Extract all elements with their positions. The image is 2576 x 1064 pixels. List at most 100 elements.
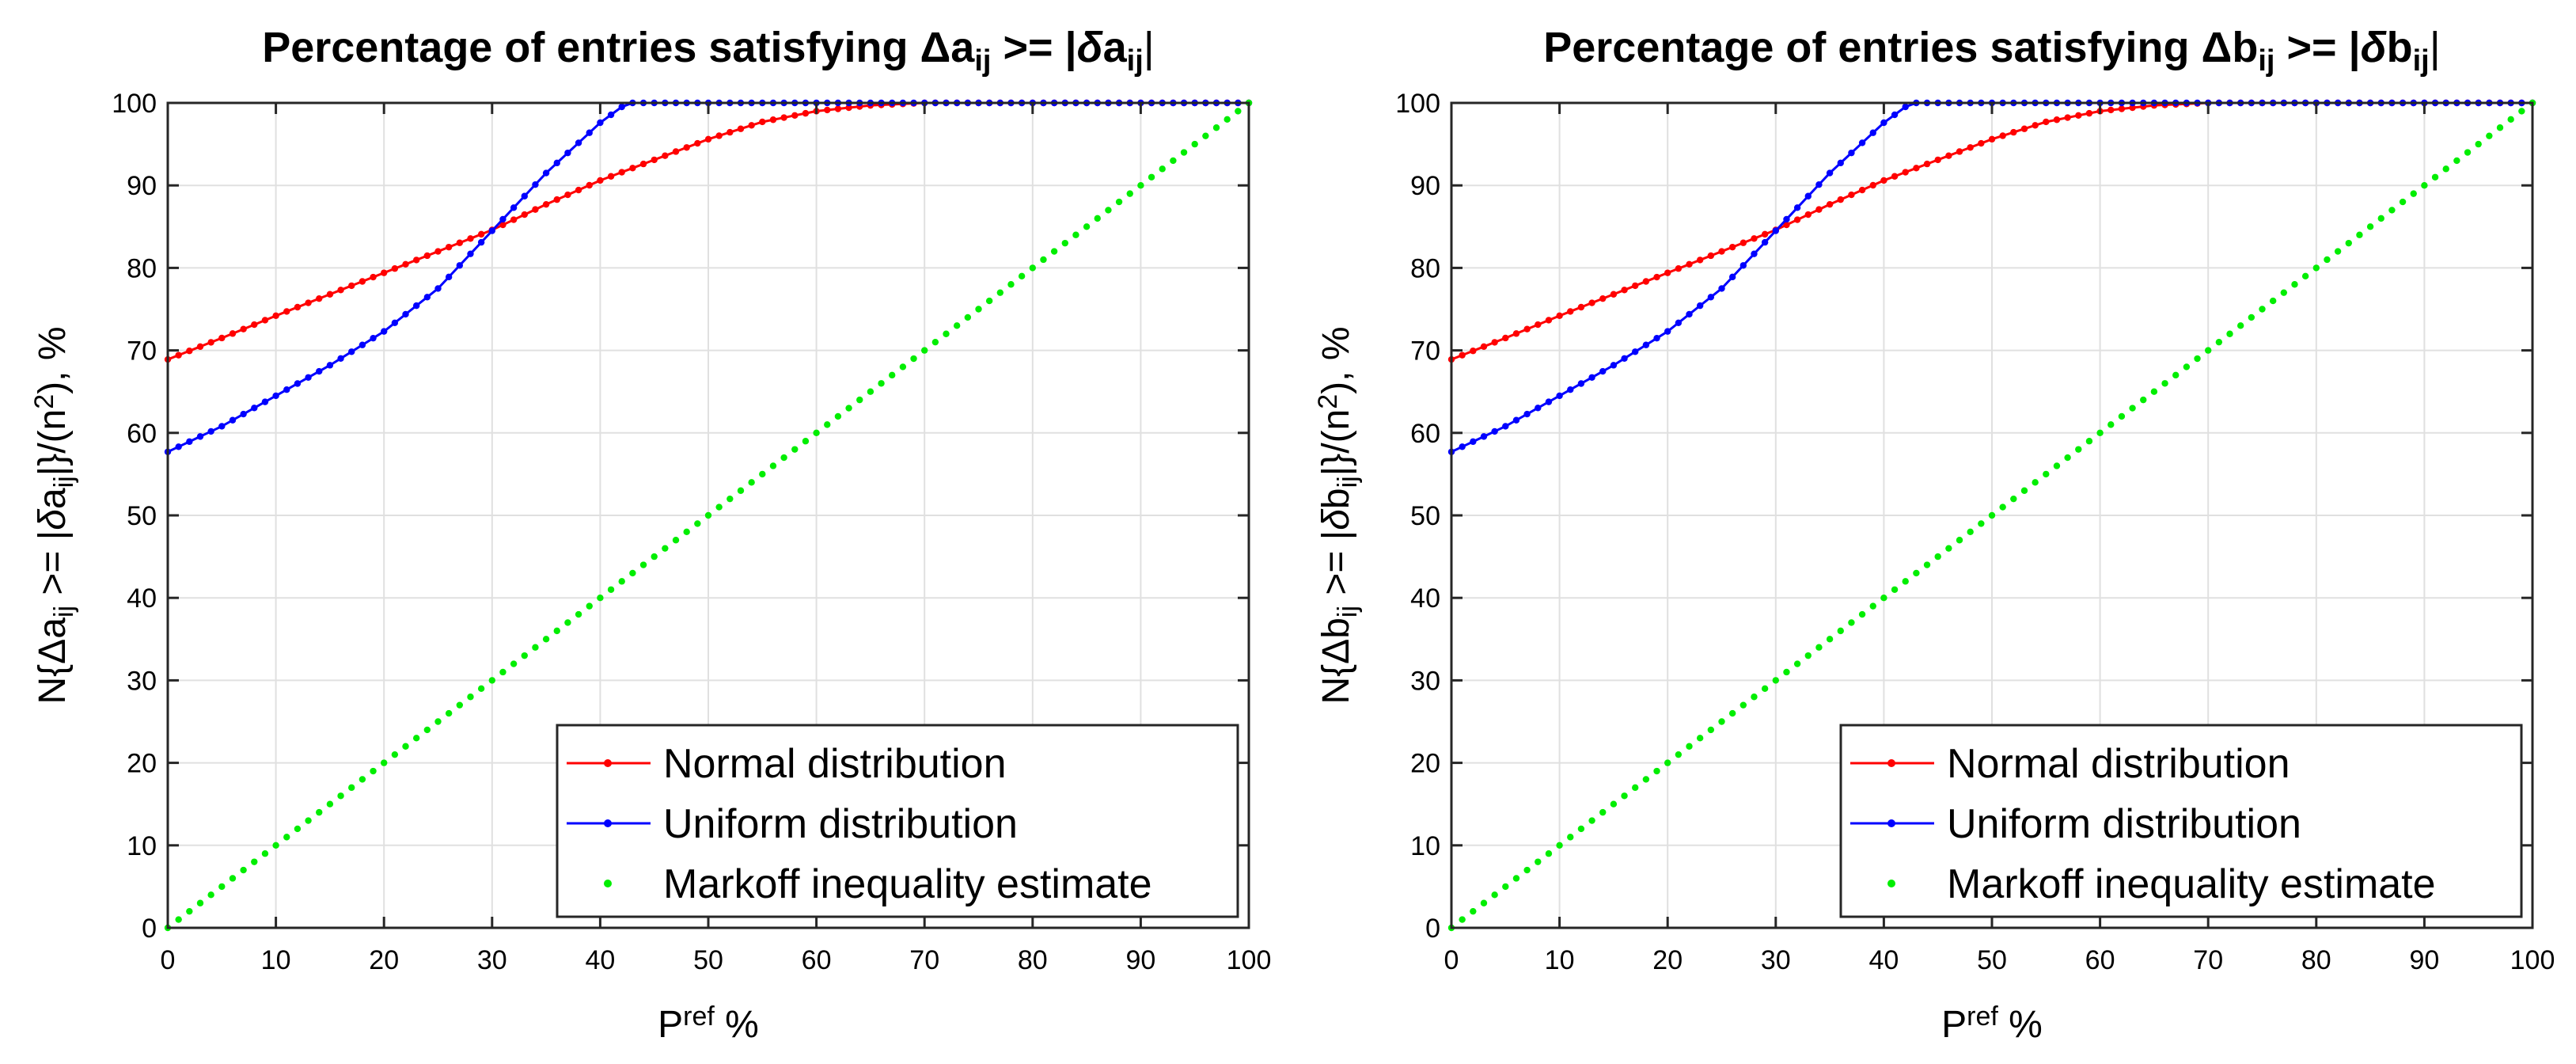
data-point: [2020, 487, 2028, 494]
data-point: [423, 726, 431, 734]
data-point: [1029, 264, 1037, 272]
data-point: [1556, 392, 1563, 400]
data-point: [229, 416, 237, 424]
legend-item-3: Markoff inequality estimate: [604, 861, 1152, 907]
data-point: [564, 191, 571, 199]
data-point: [1621, 792, 1628, 800]
data-point: [1459, 443, 1466, 450]
data-point: [1675, 265, 1683, 272]
data-point: [1502, 883, 1509, 891]
data-point: [316, 808, 323, 816]
data-point: [651, 553, 658, 560]
data-point: [2421, 182, 2428, 189]
data-point: [467, 235, 474, 242]
data-point: [251, 405, 258, 412]
data-point: [629, 569, 636, 577]
data-point: [683, 144, 690, 151]
data-point: [1621, 355, 1628, 363]
y-tick-label: 90: [127, 171, 157, 201]
data-point: [521, 192, 528, 200]
chart-panel-2: 0 10 20 30 40 50 60 70 80 90 100 0 10 20 30 40 50 60 70 80 9…: [1313, 24, 2555, 1046]
legend-item-2: Uniform distribution: [1850, 801, 2301, 847]
data-point: [2410, 190, 2417, 197]
data-point: [261, 317, 269, 324]
data-point: [229, 330, 237, 337]
data-point: [2043, 470, 2050, 478]
data-point: [1902, 578, 1909, 585]
data-point: [1577, 303, 1585, 311]
data-point: [1686, 260, 1693, 268]
data-point: [607, 586, 615, 593]
data-point: [618, 578, 625, 585]
y-tick-label: 0: [1425, 914, 1440, 944]
data-point: [1793, 660, 1801, 667]
data-point: [662, 545, 669, 552]
data-point: [780, 114, 787, 121]
y-tick-label: 100: [112, 89, 157, 119]
data-point: [402, 310, 409, 318]
x-tick-label: 80: [2301, 945, 2331, 975]
data-point: [2334, 248, 2342, 255]
data-point: [2388, 207, 2396, 214]
legend-item-2: Uniform distribution: [567, 801, 1018, 847]
legend-label: Uniform distribution: [663, 801, 1018, 847]
data-point: [1707, 252, 1715, 260]
data-point: [1696, 735, 1704, 742]
data-point: [553, 196, 560, 203]
data-point: [521, 652, 528, 659]
data-point: [2280, 289, 2288, 296]
data-point: [1653, 273, 1660, 281]
data-point: [1556, 842, 1563, 849]
series-markoff-inequality-estimate: [164, 99, 1253, 932]
data-point: [985, 297, 993, 305]
legend-marker: [1887, 819, 1895, 827]
data-point: [1978, 139, 1985, 147]
data-point: [2486, 132, 2493, 139]
data-point: [1967, 528, 1974, 536]
data-point: [1815, 644, 1823, 651]
data-point: [597, 595, 604, 602]
data-point: [402, 260, 409, 268]
data-point: [532, 644, 539, 651]
data-point: [2172, 371, 2180, 379]
data-point: [305, 817, 312, 824]
data-point: [618, 103, 625, 111]
y-tick-label: 20: [127, 749, 157, 779]
data-point: [1491, 428, 1498, 435]
legend-label: Normal distribution: [1947, 741, 2290, 787]
data-point: [251, 858, 258, 865]
y-tick-label: 70: [127, 336, 157, 367]
data-point: [2161, 380, 2168, 387]
data-point: [196, 899, 204, 906]
data-point: [283, 834, 290, 841]
data-point: [1535, 858, 1542, 865]
data-point: [1599, 367, 1607, 375]
data-point: [175, 443, 182, 450]
data-point: [412, 735, 420, 742]
data-point: [1815, 180, 1823, 188]
data-point: [305, 299, 312, 306]
data-point: [964, 314, 972, 321]
data-point: [542, 200, 550, 208]
data-point: [845, 104, 852, 112]
y-tick-label: 50: [127, 501, 157, 531]
data-point: [510, 204, 518, 211]
data-point: [1653, 767, 1660, 775]
data-point: [261, 398, 269, 405]
data-point: [672, 537, 680, 544]
data-point: [1772, 677, 1779, 684]
data-point: [1793, 204, 1801, 211]
data-point: [337, 355, 344, 363]
data-point: [272, 842, 279, 849]
legend-swatch: [604, 880, 612, 887]
data-point: [1718, 248, 1725, 255]
data-point: [2518, 108, 2525, 115]
x-tick-label: 30: [477, 945, 507, 975]
data-point: [218, 334, 226, 342]
data-point: [337, 287, 344, 294]
data-point: [2226, 330, 2233, 337]
data-point: [618, 169, 625, 176]
legend-swatch: [1887, 880, 1895, 887]
data-point: [2075, 112, 2082, 120]
data-point: [1880, 595, 1887, 602]
